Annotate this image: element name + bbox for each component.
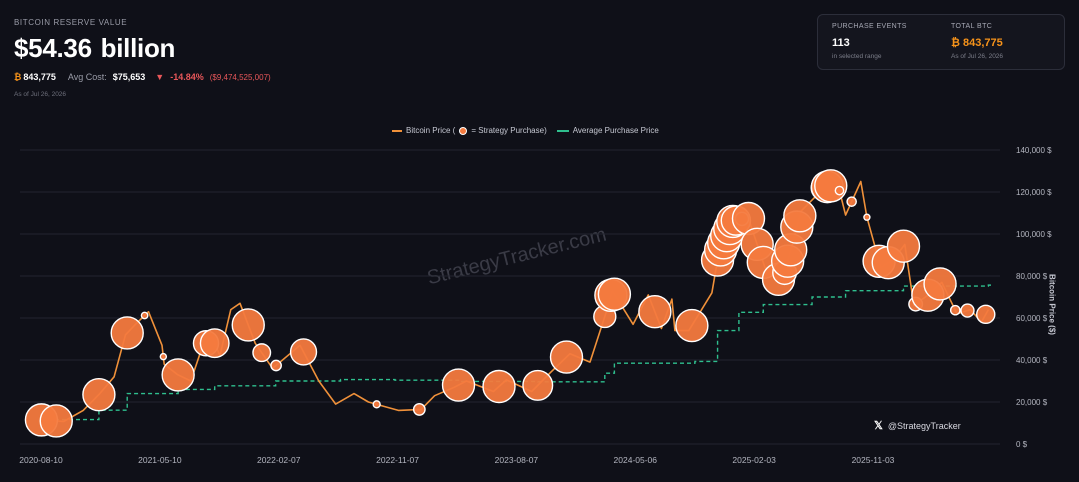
y-tick-label: 40,000 $ — [1016, 356, 1048, 365]
purchase-events-stat: PURCHASE EVENTS 113 in selected range — [832, 23, 907, 60]
reserve-value: $54.36 billion — [14, 33, 271, 64]
x-tick-label: 2021-05-10 — [138, 455, 182, 465]
social-handle-text: @StrategyTracker — [887, 420, 961, 431]
reserve-subrow: ₿ 843,775 Avg Cost: $75,653 ▼ -14.84% ($… — [14, 72, 271, 82]
average-purchase-price-series — [41, 284, 992, 421]
y-tick-label: 0 $ — [1016, 440, 1028, 449]
purchase-bubble — [949, 304, 961, 316]
total-btc-label: TOTAL BTC — [951, 23, 993, 30]
purchase-bubble — [82, 377, 116, 412]
purchase-bubble — [110, 316, 144, 350]
y-tick-label: 120,000 $ — [1016, 188, 1052, 197]
y-axis-ticks: 0 $ 20,000 $ 40,000 $ 60,000 $ 80,000 $ 100,0… — [1016, 146, 1052, 449]
legend-avg-label: Average Purchase Price — [572, 126, 659, 135]
total-btc-stat: TOTAL BTC ₿ 843,775 As of Jul 26, 2026 — [951, 23, 1003, 60]
purchase-bubble — [372, 400, 381, 409]
y-axis-label: Bitcoin Price ($) — [1047, 274, 1057, 335]
purchase-events-value: 113 — [832, 37, 850, 49]
bitcoin-symbol-icon: ₿ — [14, 72, 22, 82]
y-tick-label: 20,000 $ — [1016, 398, 1048, 407]
purchase-bubble — [199, 328, 230, 359]
purchase-bubble — [39, 404, 73, 438]
purchase-bubble — [482, 369, 516, 404]
x-tick-label: 2024-05-06 — [614, 455, 658, 465]
purchase-bubble — [834, 185, 845, 196]
purchase-bubble — [638, 295, 672, 329]
avg-cost-value: $75,653 — [112, 72, 146, 82]
purchase-bubble — [289, 338, 318, 366]
reserve-value-amount: $54.36 — [14, 33, 92, 63]
social-handle[interactable]: 𝕏 @StrategyTracker — [874, 419, 961, 432]
y-tick-label: 140,000 $ — [1016, 146, 1052, 155]
purchase-bubble — [231, 308, 265, 342]
purchase-bubble — [161, 358, 195, 392]
change-percent: -14.84% — [170, 72, 204, 82]
purchase-bubble — [886, 229, 921, 263]
purchase-bubble — [597, 277, 632, 311]
purchase-bubble — [976, 304, 996, 325]
x-tick-label: 2025-11-03 — [852, 455, 895, 465]
purchase-bubble — [814, 169, 848, 203]
btc-holdings: 843,775 — [23, 72, 56, 82]
average-purchase-price-line — [41, 284, 992, 421]
strategy-purchase-bubbles — [24, 169, 996, 438]
reserve-value-unit: billion — [100, 33, 176, 63]
purchase-bubble — [960, 303, 975, 318]
x-logo-icon: 𝕏 — [874, 420, 883, 432]
as-of-date: As of Jul 26, 2026 — [14, 91, 67, 98]
chart-grid — [20, 149, 1000, 445]
purchase-bubble — [159, 352, 168, 361]
purchase-bubble — [549, 340, 584, 374]
purchase-bubble — [270, 359, 282, 372]
purchase-bubble — [923, 267, 957, 301]
triangle-down-icon: ▼ — [155, 72, 165, 82]
purchase-events-label: PURCHASE EVENTS — [832, 23, 907, 30]
purchase-bubble — [140, 311, 149, 320]
purchase-bubble — [412, 403, 426, 416]
purchase-bubble — [441, 368, 476, 402]
purchase-bubble — [783, 199, 817, 233]
total-btc-sub: As of Jul 26, 2026 — [951, 53, 1004, 60]
purchase-bubble — [863, 213, 871, 221]
y-tick-label: 100,000 $ — [1016, 230, 1052, 239]
reserve-summary: BITCOIN RESERVE VALUE $54.36 billion ₿ 8… — [14, 18, 271, 98]
chart-legend: Bitcoin Price ( = Strategy Purchase) Ave… — [392, 126, 659, 135]
x-tick-label: 2023-08-07 — [495, 455, 539, 465]
stats-card: PURCHASE EVENTS 113 in selected range TO… — [817, 14, 1065, 70]
purchase-bubble — [522, 369, 554, 401]
y-tick-label: 60,000 $ — [1016, 314, 1048, 323]
x-axis-ticks: 2020-08-10 2021-05-10 2022-02-07 2022-11-07… — [19, 455, 894, 465]
total-btc-amount: ₿ 843,775 — [951, 37, 1003, 49]
legend-avg-swatch — [556, 129, 569, 132]
legend-price-swatch — [392, 129, 402, 132]
purchase-events-sub: in selected range — [832, 53, 882, 60]
total-btc-value: ₿ 843,775 — [951, 37, 1003, 49]
legend-price-label: Bitcoin Price ( — [406, 126, 456, 135]
purchase-bubble — [846, 196, 857, 207]
x-tick-label: 2022-02-07 — [257, 455, 301, 465]
change-absolute: ($9,474,525,007) — [209, 72, 271, 82]
purchase-bubble — [252, 343, 272, 363]
purchase-bubble — [675, 308, 709, 343]
y-tick-label: 80,000 $ — [1016, 272, 1048, 281]
x-tick-label: 2022-11-07 — [376, 455, 419, 465]
x-tick-label: 2020-08-10 — [19, 455, 63, 465]
reserve-eyebrow: BITCOIN RESERVE VALUE — [14, 18, 128, 27]
x-tick-label: 2025-02-03 — [732, 455, 776, 465]
legend-purchase-label: = Strategy Purchase) — [471, 126, 547, 135]
legend-purchase-swatch — [459, 126, 468, 135]
avg-cost-label: Avg Cost: — [67, 72, 107, 82]
